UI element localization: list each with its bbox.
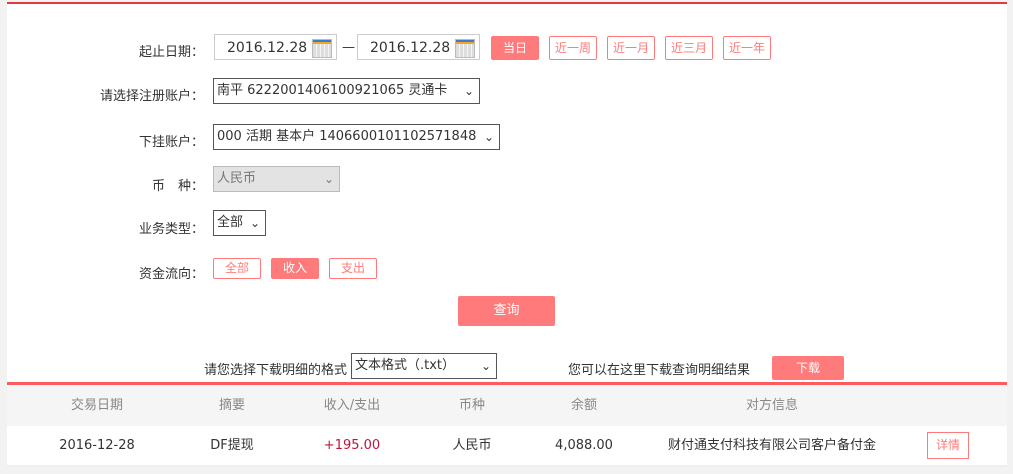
currency-value: 人民币 [217, 171, 257, 186]
download-button[interactable]: 下载 [772, 356, 844, 380]
chevron-down-icon: ⌄ [323, 172, 334, 186]
row-summary: DF提现 [210, 438, 254, 453]
col-balance: 余额 [570, 398, 597, 413]
chevron-down-icon: ⌄ [463, 84, 474, 98]
download-format-select[interactable]: 文本格式（.txt） ⌄ [351, 353, 497, 379]
start-date-value: 2016.12.28 [227, 40, 308, 56]
date-label: 起止日期： [138, 45, 204, 60]
sub-account-value: 000 活期 基本户 1406600101102571848 [217, 129, 477, 144]
range-today-button[interactable]: 当日 [491, 36, 539, 60]
col-date: 交易日期 [70, 398, 123, 413]
download-bar: 请您选择下载明细的格式 文本格式（.txt） ⌄ 您可以在这里下载查询明细结果 下… [7, 348, 1007, 385]
flow-income-button[interactable]: 收入 [271, 258, 319, 279]
table-header: 交易日期 摘要 收入/支出 币种 余额 对方信息 [7, 385, 1007, 426]
date-dash: — [342, 40, 355, 55]
query-button[interactable]: 查询 [458, 296, 555, 326]
currency-select: 人民币 ⌄ [213, 166, 340, 192]
row-date: 2016-12-28 [59, 438, 135, 453]
account-select[interactable]: 南平 6222001406100921065 灵通卡 ⌄ [213, 78, 480, 104]
biz-type-select[interactable]: 全部 ⌄ [213, 210, 266, 236]
flow-all-button[interactable]: 全部 [213, 258, 261, 279]
biz-type-label: 业务类型： [138, 222, 204, 237]
row-balance: 4,088.00 [555, 438, 613, 453]
col-currency: 币种 [458, 398, 485, 413]
account-value: 南平 6222001406100921065 灵通卡 [217, 83, 448, 98]
table-row: 2016-12-28 DF提现 +195.00 人民币 4,088.00 财付通… [7, 426, 1007, 467]
chevron-down-icon: ⌄ [483, 130, 494, 144]
range-year-button[interactable]: 近一年 [723, 36, 771, 60]
download-format-value: 文本格式（.txt） [355, 358, 456, 373]
detail-button[interactable]: 详情 [927, 432, 969, 459]
sub-account-label: 下挂账户： [138, 135, 204, 150]
col-summary: 摘要 [218, 398, 245, 413]
sub-account-select[interactable]: 000 活期 基本户 1406600101102571848 ⌄ [213, 124, 500, 150]
end-date-value: 2016.12.28 [370, 40, 451, 56]
account-label: 请选择注册账户： [99, 89, 204, 104]
row-counterparty: 财付通支付科技有限公司客户备付金 [667, 438, 876, 453]
range-3months-button[interactable]: 近三月 [665, 36, 713, 60]
query-form: 起止日期： 2016.12.28 — 2016.12.28 当日 近一周 近一月… [7, 2, 1007, 349]
row-currency: 人民币 [452, 438, 492, 453]
start-date-input[interactable]: 2016.12.28 [214, 34, 337, 60]
flow-expense-button[interactable]: 支出 [329, 258, 377, 279]
currency-label: 币 种： [151, 179, 204, 194]
col-amount: 收入/支出 [323, 398, 381, 413]
download-hint: 您可以在这里下载查询明细结果 [568, 363, 751, 378]
calendar-icon[interactable] [455, 39, 475, 58]
download-format-label: 请您选择下载明细的格式 [203, 363, 347, 378]
calendar-icon[interactable] [312, 39, 332, 58]
row-amount: +195.00 [323, 438, 381, 453]
chevron-down-icon: ⌄ [480, 359, 491, 373]
end-date-input[interactable]: 2016.12.28 [357, 34, 480, 60]
chevron-down-icon: ⌄ [249, 216, 260, 230]
range-week-button[interactable]: 近一周 [549, 36, 597, 60]
range-month-button[interactable]: 近一月 [607, 36, 655, 60]
col-counterparty: 对方信息 [745, 398, 798, 413]
flow-label: 资金流向： [138, 267, 204, 282]
biz-type-value: 全部 [217, 215, 244, 230]
